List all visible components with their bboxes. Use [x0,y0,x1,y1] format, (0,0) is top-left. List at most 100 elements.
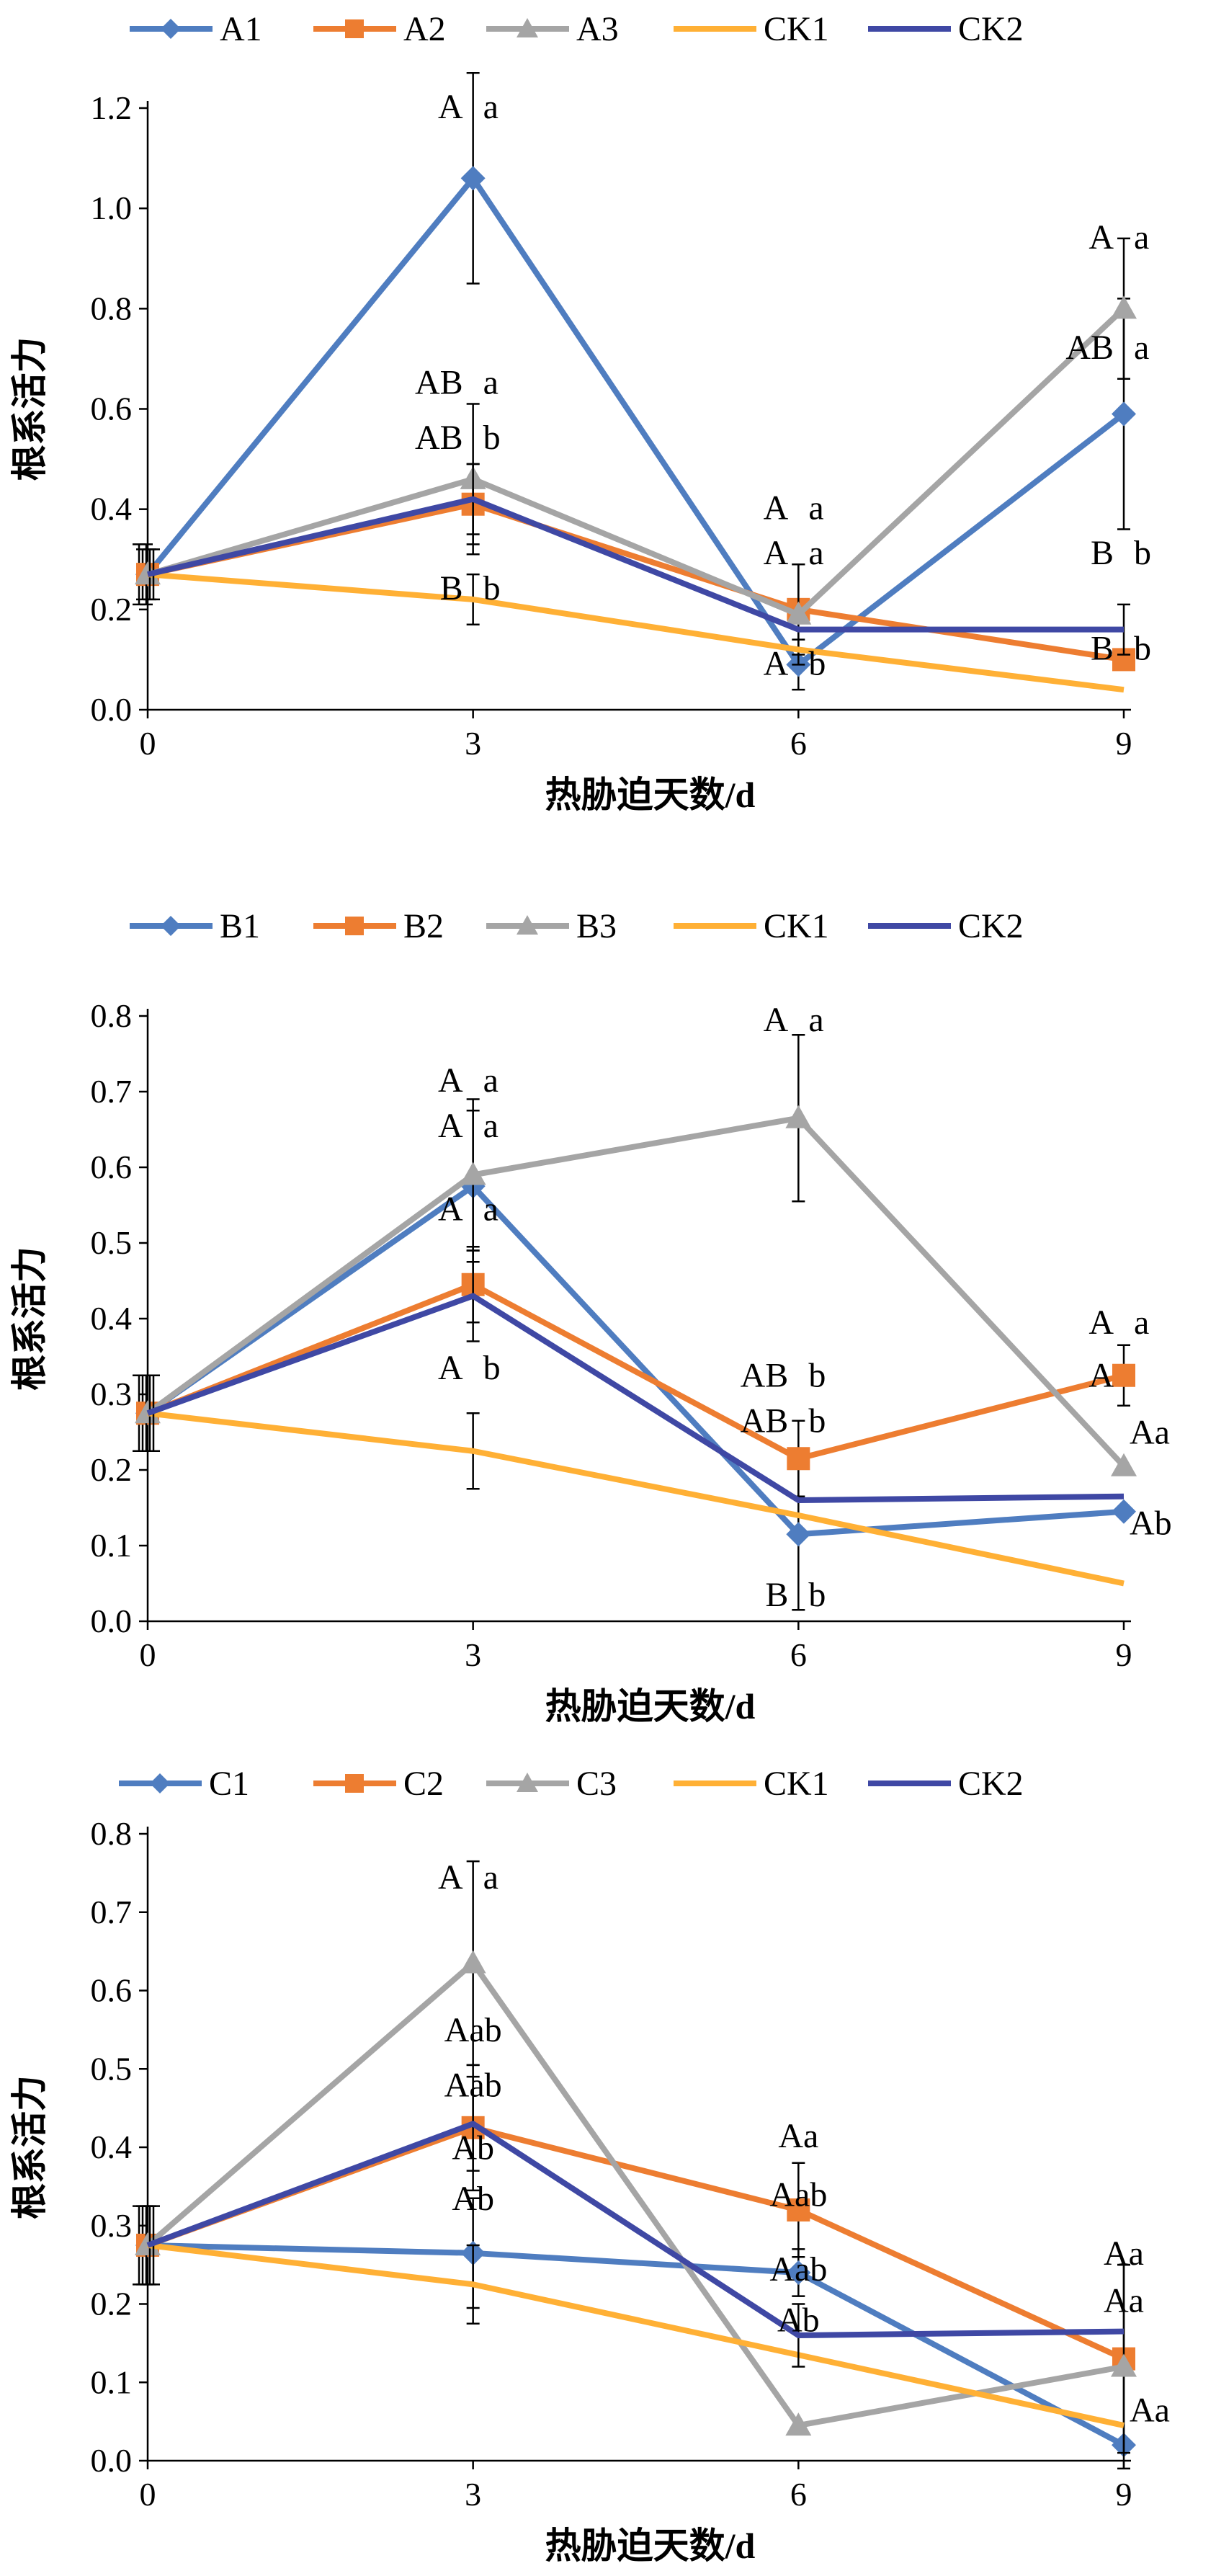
legend-label: CK2 [958,907,1024,945]
legend-item-C3: C3 [486,1765,617,1803]
legend-label: B2 [403,907,444,945]
legend-item-CK2: CK2 [868,10,1024,48]
x-axis-label: 热胁迫天数/d [545,775,756,815]
y-tick-label: 0.8 [91,1815,133,1852]
series-line [146,2121,1125,2338]
data-point [785,1105,812,1128]
y-tick-label: 0.6 [91,1149,133,1185]
legend-item-A3: A3 [486,10,619,48]
significance-label: a [808,534,823,572]
series-line [147,571,1125,693]
significance-label: A [438,1858,463,1897]
significance-label: B [440,569,463,607]
legend-marker [161,916,181,936]
series-C1 [133,2197,1136,2458]
legend-label: C3 [576,1765,617,1803]
significance-label: a [1134,329,1149,367]
significance-label: A [1088,1303,1114,1342]
significance-label: b [483,1349,501,1387]
y-tick-label: 0.5 [91,2050,133,2087]
significance-label: Ab [1130,1504,1172,1542]
significance-label: Ab [452,2180,494,2218]
significance-label: B [1091,629,1114,667]
y-tick-label: 0.2 [91,1451,133,1488]
y-tick-label: 0.6 [91,391,133,427]
legend-item-B1: B1 [130,907,260,945]
legend-label: A3 [576,10,619,48]
significance-label: A [764,644,789,682]
data-point [786,2260,811,2285]
significance-label: a [483,364,499,402]
significance-label: b [808,1402,826,1440]
significance-label: a [483,1858,499,1897]
significance-label: a [1134,1303,1149,1342]
legend-label: A2 [403,10,446,48]
y-tick-label: 0.7 [91,1073,133,1110]
significance-label: Aa [1130,1413,1170,1451]
y-tick-label: 0.4 [91,1300,133,1337]
y-tick-label: 0.4 [91,491,133,527]
y-tick-label: 0.2 [91,2286,133,2322]
significance-label: b [808,644,826,682]
x-tick-label: 6 [790,1636,807,1673]
y-tick-label: 0.3 [91,2207,133,2244]
legend-label: C1 [209,1765,249,1803]
significance-label: AB [741,1357,789,1395]
significance-label: a [808,489,823,527]
series-CK1 [143,1374,1125,1587]
y-tick-label: 0.0 [91,1603,133,1639]
series-B2 [136,1246,1135,1497]
significance-label: A [438,1061,463,1100]
significance-label: a [483,1107,499,1145]
significance-label: a [483,1190,499,1229]
data-point [787,1447,810,1471]
series-A2 [136,463,1135,672]
legend-item-CK1: CK1 [674,1765,829,1803]
series-B3 [135,1034,1137,1476]
legend-label: A1 [220,10,262,48]
legend-marker [517,1773,538,1792]
y-tick-label: 1.0 [91,190,133,226]
significance-label: b [483,419,501,457]
significance-label: b [1134,534,1151,572]
significance-label: A [1088,218,1114,257]
y-axis-label: 根系活力 [9,1247,50,1391]
y-axis-label: 根系活力 [9,2075,50,2219]
significance-label: a [1134,218,1149,257]
data-point [460,1950,486,1974]
y-tick-label: 0.3 [91,1376,133,1412]
series-line [146,1183,1125,1538]
significance-label: b [808,1357,826,1395]
legend-marker [345,1774,364,1793]
y-tick-label: 0.4 [91,2129,133,2165]
significance-label: A [438,1107,463,1145]
significance-label: AB [1065,329,1114,367]
series-line [146,1293,1125,1503]
significance-label: B [1091,534,1114,572]
legend-marker [150,1773,170,1793]
legend-item-A1: A1 [130,10,262,48]
series-line [147,1410,1125,1587]
y-tick-label: 0.1 [91,1527,133,1564]
legend-marker [517,18,538,37]
legend-item-CK2: CK2 [868,907,1024,945]
data-point [1112,1363,1135,1387]
series-CK2 [146,2075,1125,2368]
y-tick-label: 0.6 [91,1972,133,2009]
series-line [145,175,1126,668]
y-axis-label: 根系活力 [9,337,50,481]
significance-label: B [765,1576,788,1614]
y-tick-label: 0.5 [91,1224,133,1261]
significance-label: Ab [777,2301,820,2340]
x-axis-label: 热胁迫天数/d [545,2526,756,2566]
legend-label: CK2 [958,1765,1024,1803]
significance-label: A [764,1001,789,1039]
x-tick-label: 3 [465,1636,481,1673]
data-point [1112,1499,1136,1524]
significance-label: A [438,1349,463,1387]
x-axis-label: 热胁迫天数/d [545,1686,756,1726]
significance-label: Aab [769,2176,827,2214]
data-point [1111,295,1137,319]
